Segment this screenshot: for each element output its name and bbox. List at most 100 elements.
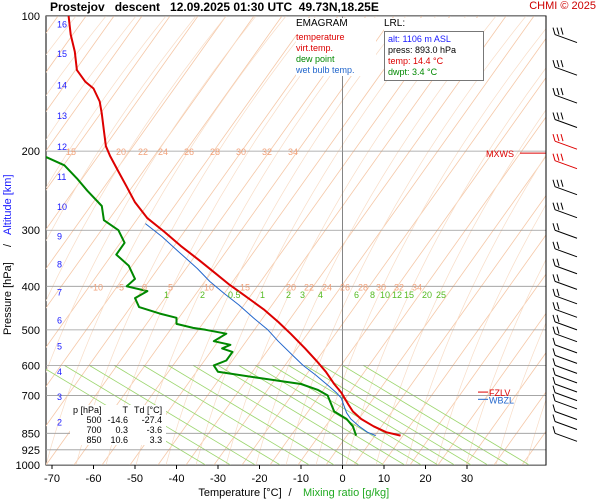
isotherm-label: 22 bbox=[138, 147, 148, 157]
wind-barb bbox=[552, 258, 578, 275]
dry-adiabat bbox=[129, 16, 451, 465]
wind-barb-flag bbox=[552, 414, 556, 422]
wind-barb-flag bbox=[556, 274, 560, 282]
x-axis-label-main: Temperature [°C] bbox=[198, 487, 281, 499]
wind-barb bbox=[552, 326, 578, 343]
credit-label: CHMI © 2025 bbox=[529, 0, 596, 12]
mixing-ratio-label: 4 bbox=[318, 290, 323, 300]
legend-header: EMAGRAM bbox=[296, 18, 348, 29]
lrl-press: press: 893.0 hPa bbox=[388, 45, 457, 55]
mixing-ratio-line bbox=[321, 365, 488, 465]
wind-barb bbox=[552, 376, 578, 393]
wind-barb-flag bbox=[552, 241, 556, 249]
x-tick-label: -40 bbox=[169, 473, 185, 485]
plot-area bbox=[45, 15, 547, 466]
moist-adiabat bbox=[0, 16, 16, 465]
lrl-dwpt: dwpt: 3.4 °C bbox=[388, 67, 438, 77]
dry-adiabat bbox=[46, 16, 143, 152]
wind-barb bbox=[552, 404, 578, 420]
x-tick-label: -70 bbox=[44, 473, 60, 485]
wind-barb bbox=[552, 385, 578, 402]
lrl-alt: alt: 1106 m ASL bbox=[388, 34, 451, 44]
altitude-tick-label: 6 bbox=[57, 315, 62, 325]
wind-barb-flag bbox=[552, 348, 556, 356]
dry-adiabat bbox=[241, 37, 546, 465]
wind-barb-staff bbox=[554, 374, 578, 384]
dry-adiabat bbox=[46, 16, 255, 309]
wind-barb-flag bbox=[560, 202, 564, 210]
wind-barb-staff bbox=[554, 400, 578, 410]
y-axis-label-secondary: Altitude [km] bbox=[2, 174, 14, 235]
y-axis-label-main: Pressure [hPa] bbox=[2, 262, 14, 335]
dry-adiabat bbox=[381, 234, 546, 465]
wind-barb-flag bbox=[552, 27, 556, 35]
wind-barb-staff bbox=[554, 392, 578, 402]
isotherm-label: 28 bbox=[358, 282, 368, 292]
wind-barb-staff bbox=[554, 295, 578, 305]
altitude-tick-label: 5 bbox=[57, 342, 62, 352]
wind-barb bbox=[552, 241, 578, 258]
isotherm-label: 26 bbox=[184, 147, 194, 157]
wind-barb-flag bbox=[552, 314, 556, 323]
wind-barb-staff bbox=[554, 344, 578, 354]
wind-barb-flag bbox=[552, 367, 556, 376]
table-cell: 500 bbox=[86, 415, 102, 425]
x-tick-label: 20 bbox=[419, 473, 431, 485]
pressure-tick-label: 100 bbox=[22, 11, 40, 23]
wind-barb-flag bbox=[552, 274, 556, 282]
wind-barb-flag bbox=[552, 258, 556, 266]
table-cell: -3.6 bbox=[146, 425, 163, 435]
wind-barb-staff bbox=[554, 364, 578, 374]
wind-barb-staff bbox=[554, 432, 578, 442]
pressure-tick-label: 700 bbox=[22, 390, 40, 402]
wind-barb-staff bbox=[554, 265, 578, 275]
wind-barb-flag bbox=[556, 87, 560, 96]
altitude-tick-label: 4 bbox=[57, 367, 62, 377]
series-line-wet-bulb-temp- bbox=[145, 223, 376, 437]
wind-barb-flag bbox=[552, 153, 556, 161]
mixing-ratio-line bbox=[217, 365, 385, 465]
moist-adiabat bbox=[135, 16, 377, 465]
legend-item-virt-temp: virt.temp. bbox=[296, 43, 334, 53]
mixing-ratio-line bbox=[89, 365, 256, 465]
wind-barb-flag bbox=[556, 134, 560, 142]
wind-barb-staff bbox=[554, 248, 578, 258]
dry-adiabat bbox=[46, 16, 339, 427]
mixing-ratio-label: 3 bbox=[300, 290, 305, 300]
table-cell: 700 bbox=[86, 425, 102, 435]
wind-barb bbox=[552, 393, 578, 410]
wind-barb bbox=[552, 367, 578, 384]
isotherm-label: 15 bbox=[240, 282, 250, 292]
moist-adiabat bbox=[345, 67, 546, 465]
wind-barb-flag bbox=[556, 112, 560, 120]
wind-barb-flag bbox=[552, 326, 556, 334]
wind-barb-staff bbox=[554, 354, 578, 364]
altitude-tick-label: 8 bbox=[57, 260, 62, 270]
mixing-ratio-label: 8 bbox=[370, 290, 375, 300]
moist-adiabat bbox=[46, 16, 167, 189]
wind-barb-flag bbox=[560, 112, 564, 120]
moist-adiabat bbox=[435, 203, 546, 465]
moist-adiabat bbox=[375, 109, 546, 465]
wind-barb-staff bbox=[554, 94, 578, 104]
wind-barb-flag bbox=[556, 179, 560, 187]
wind-barb-flag bbox=[552, 393, 556, 402]
wind-barb bbox=[552, 60, 578, 76]
pressure-tick-label: 850 bbox=[22, 428, 40, 440]
wind-barb bbox=[552, 112, 578, 128]
dry-adiabat bbox=[46, 16, 171, 191]
wind-barb bbox=[552, 314, 578, 331]
altitude-tick-label: 11 bbox=[57, 172, 66, 182]
isotherm-label: 30 bbox=[236, 147, 246, 157]
dry-adiabat bbox=[46, 16, 199, 230]
wind-barb-flag bbox=[552, 87, 556, 96]
mixing-ratio-label: 6 bbox=[354, 290, 359, 300]
wind-barb bbox=[552, 27, 578, 44]
pressure-tick-label: 400 bbox=[22, 281, 40, 293]
isotherm-label: 5 bbox=[168, 282, 173, 292]
wind-barb-staff bbox=[554, 209, 578, 219]
series-line-dew-point bbox=[46, 155, 358, 436]
wind-barb-flag bbox=[552, 404, 556, 412]
fzlv-label: FZLV bbox=[489, 388, 510, 398]
wind-barb-flag bbox=[552, 358, 556, 366]
